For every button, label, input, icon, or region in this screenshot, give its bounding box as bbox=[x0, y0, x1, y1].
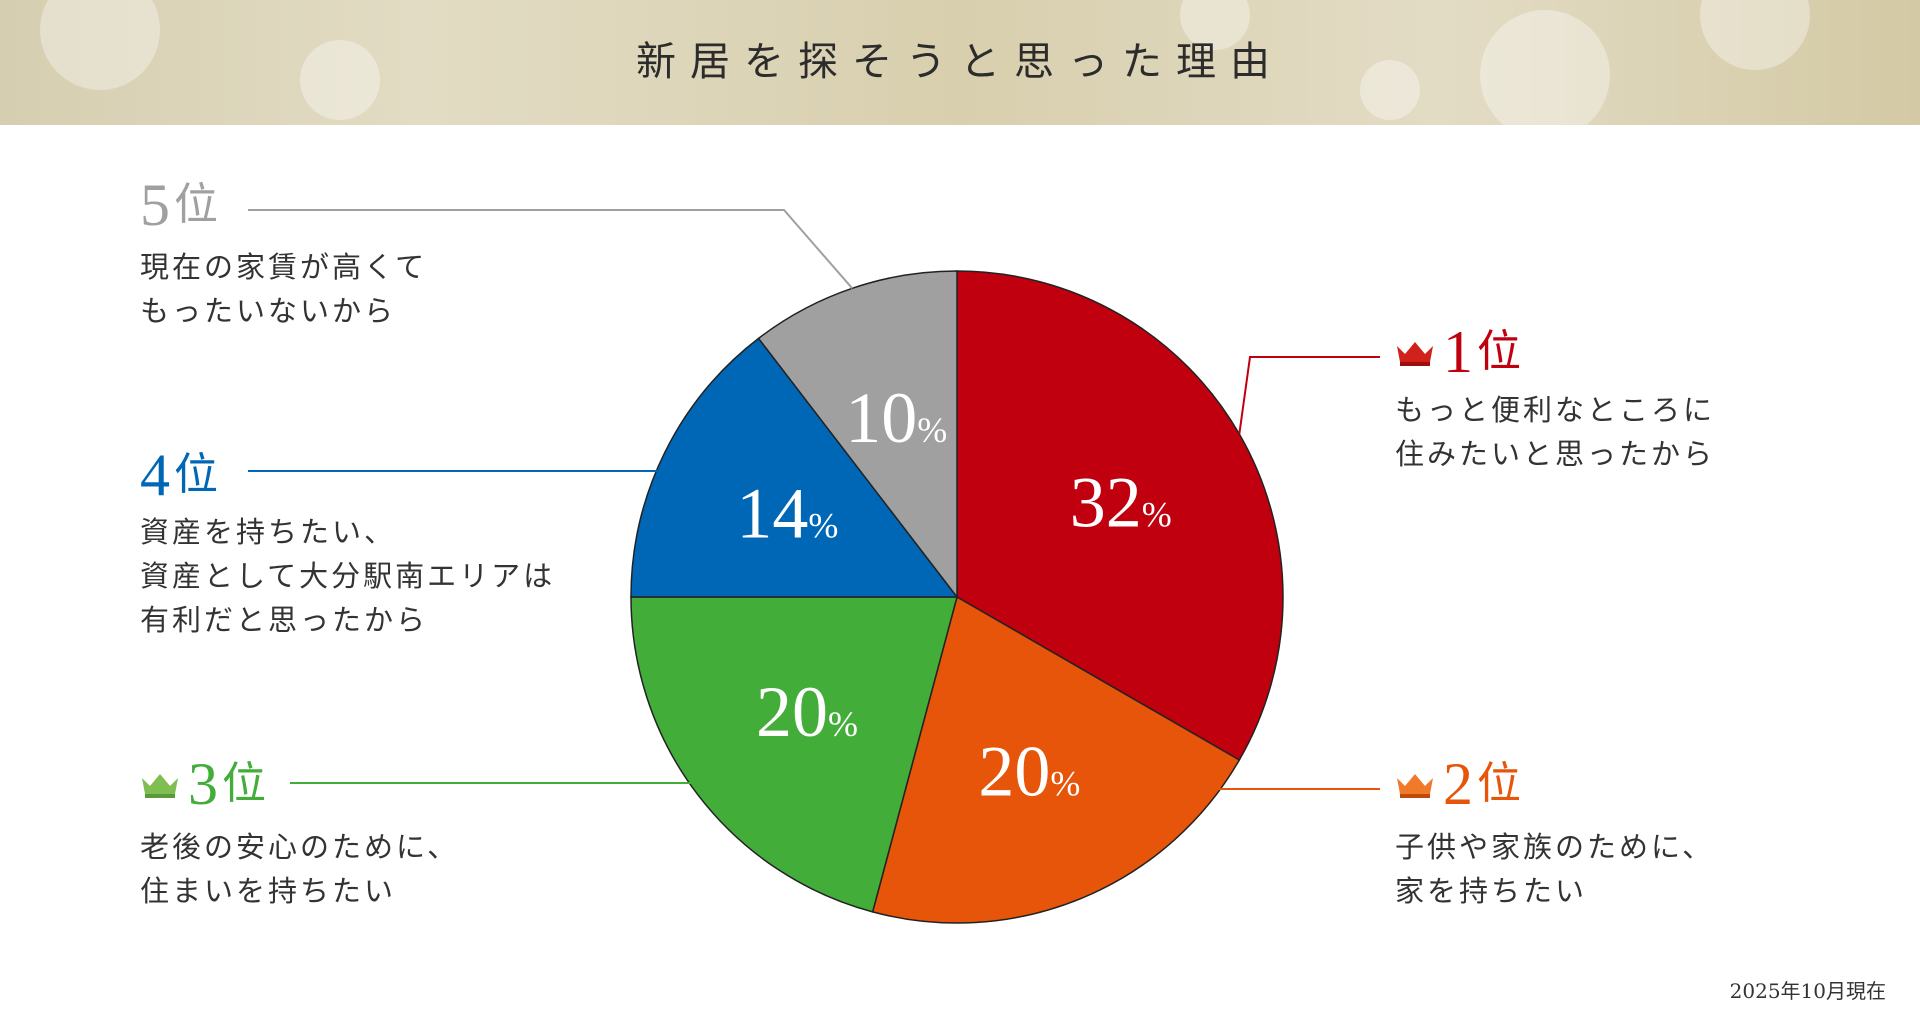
slice-value-label: 32% bbox=[1070, 462, 1172, 542]
reason-line: 老後の安心のために、 bbox=[140, 830, 460, 864]
rank-number: 4 bbox=[140, 442, 170, 508]
rank-4-heading: 4 位 bbox=[140, 445, 218, 505]
slice-value-label: 10% bbox=[845, 378, 947, 458]
pie-slice-5 bbox=[757, 270, 958, 600]
pie-slice-2 bbox=[871, 595, 1241, 924]
rank-suffix: 位 bbox=[174, 180, 218, 229]
slice-value-label: 20% bbox=[978, 732, 1080, 812]
slice-value-label: 14% bbox=[736, 473, 838, 553]
reason-line: 有利だと思ったから bbox=[140, 603, 429, 637]
rank-number: 1 bbox=[1443, 319, 1473, 385]
leader-line-5 bbox=[248, 209, 853, 289]
rank-3-heading: 3 位 bbox=[140, 754, 266, 814]
reason-line: 住まいを持ちたい bbox=[140, 874, 397, 908]
rank-2-reason: 子供や家族のために、 家を持ちたい bbox=[1395, 825, 1714, 913]
page-title: 新居を探そうと思った理由 bbox=[636, 39, 1284, 85]
crown-icon bbox=[1397, 342, 1433, 366]
rank-4-reason: 資産を持ちたい、 資産として大分駅南エリアは 有利だと思ったから bbox=[140, 510, 555, 642]
rank-number: 5 bbox=[140, 172, 170, 238]
footnote-date: 2025年10月現在 bbox=[1729, 979, 1886, 1003]
rank-suffix: 位 bbox=[1477, 327, 1521, 376]
reason-line: もっと便利なところに bbox=[1395, 393, 1716, 427]
reason-line: 資産として大分駅南エリアは bbox=[140, 559, 556, 593]
leader-line-1 bbox=[1238, 356, 1380, 435]
rank-1-heading: 1 位 bbox=[1395, 322, 1521, 382]
reason-line: 家を持ちたい bbox=[1395, 874, 1588, 908]
header-banner: 新居を探そうと思った理由 bbox=[0, 0, 1920, 125]
crown-icon bbox=[1397, 774, 1433, 798]
pie-slice-4 bbox=[630, 337, 959, 598]
crown-icon bbox=[142, 774, 178, 798]
pie-slice-1 bbox=[956, 270, 1284, 762]
rank-suffix: 位 bbox=[1477, 759, 1521, 808]
rank-number: 2 bbox=[1443, 751, 1473, 817]
slice-value-label: 20% bbox=[756, 672, 858, 752]
rank-2-heading: 2 位 bbox=[1395, 754, 1521, 814]
pie-slice-3 bbox=[630, 596, 958, 913]
rank-3-reason: 老後の安心のために、 住まいを持ちたい bbox=[140, 825, 459, 913]
reason-line: もったいないから bbox=[140, 294, 397, 328]
rank-suffix: 位 bbox=[222, 759, 266, 808]
reason-line: 子供や家族のために、 bbox=[1395, 830, 1715, 864]
rank-5-heading: 5 位 bbox=[140, 175, 218, 235]
reason-line: 住みたいと思ったから bbox=[1395, 437, 1716, 471]
rank-number: 3 bbox=[188, 751, 218, 817]
rank-suffix: 位 bbox=[174, 450, 218, 499]
rank-5-reason: 現在の家賃が高くて もったいないから bbox=[140, 245, 427, 333]
rank-1-reason: もっと便利なところに 住みたいと思ったから bbox=[1395, 388, 1715, 476]
reason-line: 現在の家賃が高くて bbox=[140, 250, 428, 284]
reason-line: 資産を持ちたい、 bbox=[140, 515, 397, 549]
